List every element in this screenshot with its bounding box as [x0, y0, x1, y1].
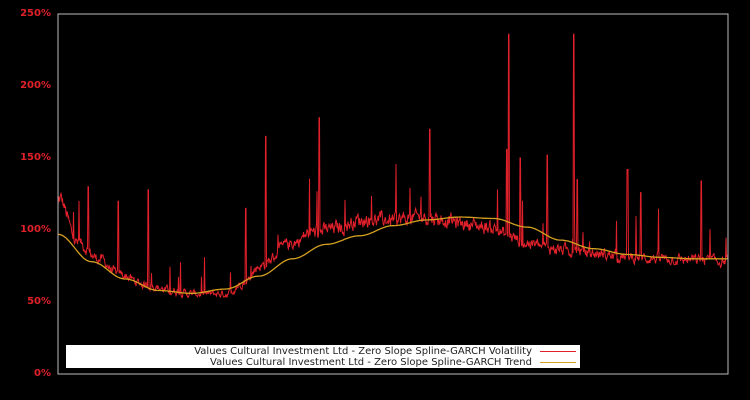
legend-item-volatility: Values Cultural Investment Ltd - Zero Sl… [194, 345, 576, 357]
legend-label-trend: Values Cultural Investment Ltd - Zero Sl… [210, 356, 532, 368]
volatility-line [57, 33, 729, 299]
legend-swatch-trend [540, 361, 576, 363]
y-tick-label: 100% [20, 224, 51, 235]
legend-swatch-volatility [540, 350, 576, 352]
y-tick-label: 0% [34, 368, 51, 379]
y-tick-label: 250% [20, 8, 51, 19]
plot-frame [57, 13, 729, 375]
legend: Values Cultural Investment Ltd - Zero Sl… [66, 345, 580, 368]
legend-item-trend: Values Cultural Investment Ltd - Zero Sl… [210, 356, 576, 368]
legend-label-volatility: Values Cultural Investment Ltd - Zero Sl… [194, 345, 532, 357]
y-tick-label: 200% [20, 80, 51, 91]
y-tick-label: 150% [20, 152, 51, 163]
trend-line [57, 216, 728, 295]
y-tick-label: 50% [27, 296, 51, 307]
